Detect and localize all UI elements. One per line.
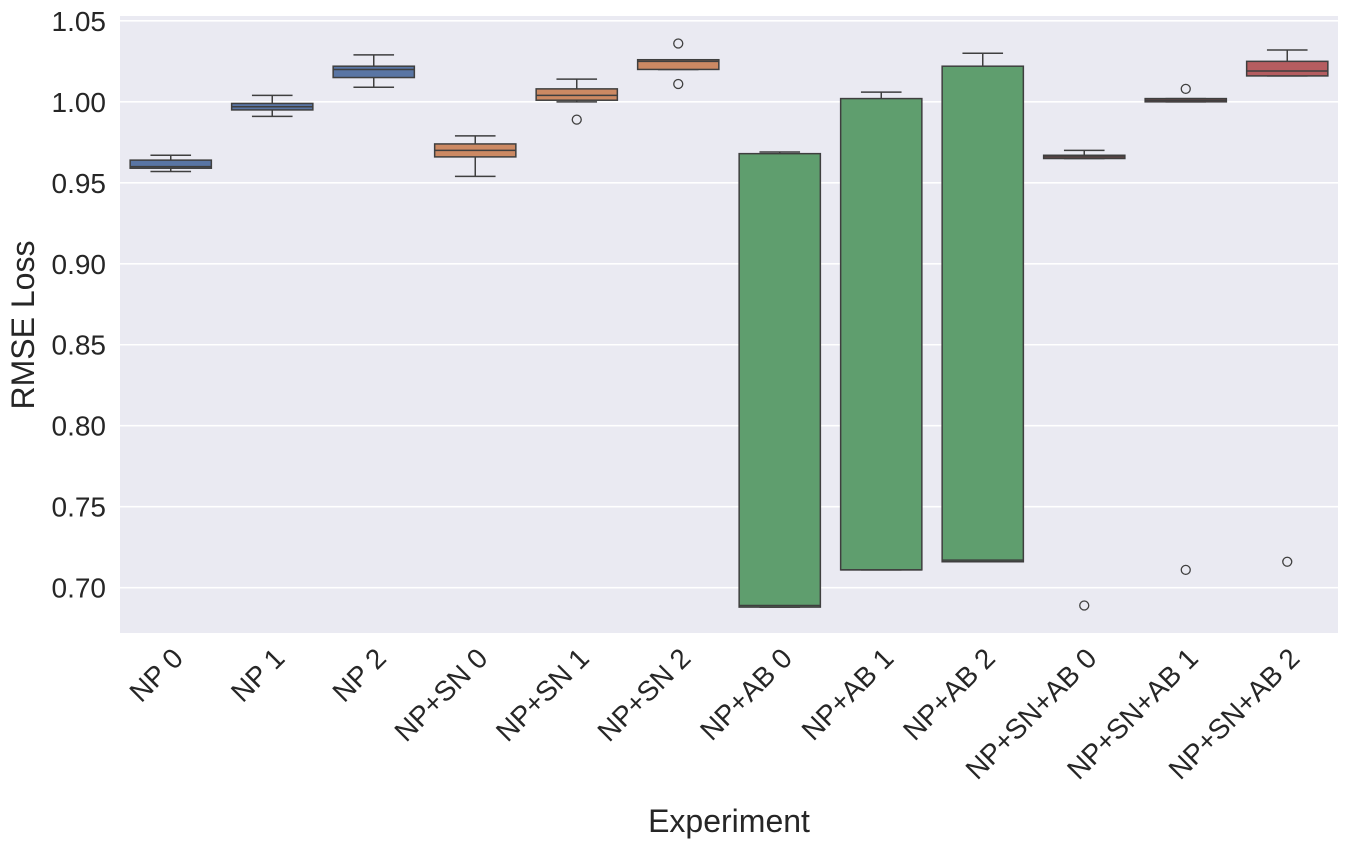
box-np-ab-1 xyxy=(839,91,923,571)
box-body xyxy=(636,58,720,71)
boxes xyxy=(129,38,1329,611)
x-tick-label: NP+SN 2 xyxy=(591,642,696,747)
box-np-sn-ab-1 xyxy=(1144,83,1228,575)
outlier-point xyxy=(673,78,684,90)
box-body xyxy=(839,97,923,571)
y-tick-label: 1.00 xyxy=(52,87,107,118)
y-tick-label: 0.75 xyxy=(52,492,107,523)
box-body xyxy=(738,152,822,608)
y-tick-label: 0.90 xyxy=(52,249,107,280)
outlier-point xyxy=(1180,83,1191,95)
x-tick-label: NP+AB 0 xyxy=(694,642,798,746)
y-tick-label: 0.95 xyxy=(52,168,107,199)
box-body xyxy=(332,65,416,79)
box-np-1 xyxy=(230,94,314,118)
box-np-sn-0 xyxy=(433,135,517,178)
x-tick-label: NP+AB 2 xyxy=(897,642,1001,746)
box-np-sn-ab-2 xyxy=(1245,49,1329,567)
y-tick-label: 0.85 xyxy=(52,330,107,361)
y-axis-label: RMSE Loss xyxy=(5,241,41,410)
y-tick-label: 0.80 xyxy=(52,411,107,442)
y-tick-label: 1.05 xyxy=(52,6,107,37)
x-tick-labels: NP 0 NP 1 NP 2NP+SN 0NP+SN 1NP+SN 2NP+AB 0… xyxy=(123,642,1305,785)
box-np-ab-2 xyxy=(941,52,1025,563)
x-tick-label: NP 2 xyxy=(326,642,392,708)
outlier-point xyxy=(1079,600,1090,611)
outlier-point xyxy=(571,114,582,125)
plot-background xyxy=(120,16,1338,633)
box-body xyxy=(129,159,213,169)
x-axis-label: Experiment xyxy=(648,803,810,839)
x-tick-label: NP+AB 1 xyxy=(796,642,900,746)
box-body xyxy=(941,65,1025,563)
outlier-point xyxy=(1282,556,1293,567)
x-tick-label: NP+SN 0 xyxy=(388,642,493,747)
outlier-point xyxy=(673,38,684,49)
box-np-sn-2 xyxy=(636,38,720,90)
x-tick-label: NP 1 xyxy=(225,642,291,708)
x-tick-label: NP+SN 1 xyxy=(490,642,595,747)
outlier-point xyxy=(1180,564,1191,575)
box-np-sn-1 xyxy=(535,78,619,125)
box-np-sn-ab-0 xyxy=(1042,149,1126,611)
box-np-2 xyxy=(332,54,416,89)
box-np-0 xyxy=(129,154,213,173)
y-tick-labels: 0.70 0.75 0.80 0.85 0.90 0.95 1.00 1.05 xyxy=(52,6,107,604)
box-body xyxy=(1245,60,1329,77)
box-body xyxy=(535,88,619,101)
box-np-ab-0 xyxy=(738,151,822,608)
y-tick-label: 0.70 xyxy=(52,573,107,604)
grid-lines xyxy=(120,20,1338,589)
x-tick-label: NP 0 xyxy=(123,642,189,708)
